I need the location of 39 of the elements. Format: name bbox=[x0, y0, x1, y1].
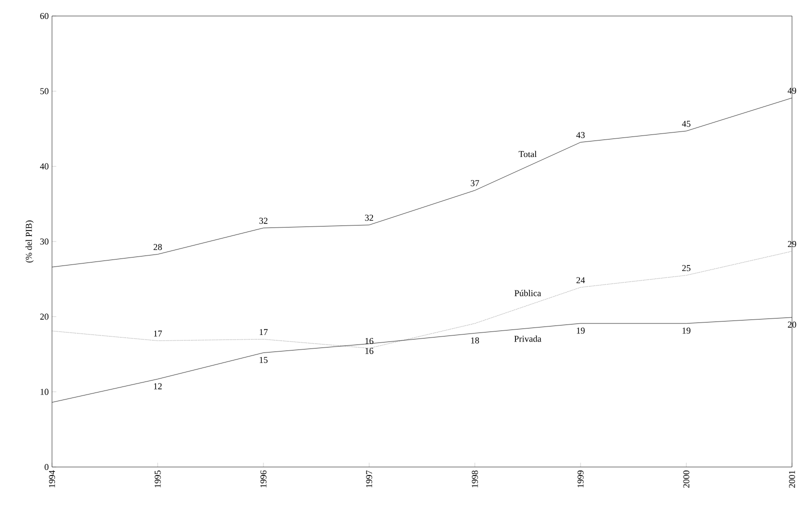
y-tick-label: 50 bbox=[40, 88, 48, 94]
data-label: 43 bbox=[576, 132, 585, 138]
data-label: 19 bbox=[682, 328, 690, 334]
y-tick-label: 60 bbox=[40, 12, 48, 20]
data-label: 15 bbox=[260, 356, 268, 363]
data-label: 45 bbox=[682, 120, 690, 127]
data-label: 12 bbox=[154, 383, 162, 390]
y-tick-label: 10 bbox=[40, 388, 48, 395]
x-tick-label: 1997 bbox=[366, 470, 372, 488]
y-tick-label: 0 bbox=[44, 464, 48, 470]
x-tick-label: 2000 bbox=[683, 470, 690, 488]
data-label: 32 bbox=[259, 218, 268, 224]
data-label: 28 bbox=[154, 244, 162, 250]
y-tick-label: 30 bbox=[40, 238, 48, 245]
data-label: 18 bbox=[471, 337, 479, 344]
data-label: 16 bbox=[365, 338, 374, 344]
x-tick-label: 1995 bbox=[154, 470, 161, 488]
x-tick-label: 1994 bbox=[48, 470, 56, 488]
x-tick-label: 2001 bbox=[788, 470, 796, 488]
y-axis-title: (% del PIB) bbox=[26, 220, 34, 263]
data-label: 24 bbox=[576, 277, 585, 284]
data-label: 17 bbox=[260, 329, 268, 336]
data-label: 20 bbox=[788, 322, 796, 328]
series-label: Pública bbox=[514, 290, 542, 296]
data-label: 37 bbox=[470, 180, 480, 186]
data-label: 49 bbox=[788, 88, 796, 94]
x-tick-label: 1999 bbox=[578, 470, 584, 488]
y-tick-label: 40 bbox=[40, 163, 48, 170]
data-label: 17 bbox=[154, 330, 162, 337]
data-label: 16 bbox=[365, 348, 374, 354]
x-tick-label: 1996 bbox=[260, 470, 266, 488]
data-label: 32 bbox=[365, 214, 374, 221]
y-tick-label: 20 bbox=[40, 314, 48, 320]
x-tick-label: 1998 bbox=[472, 470, 478, 488]
series-label: Total bbox=[518, 150, 537, 158]
data-label: 29 bbox=[788, 241, 796, 248]
data-label: 19 bbox=[576, 328, 585, 334]
data-label: 25 bbox=[682, 265, 690, 272]
series-label: Privada bbox=[514, 336, 542, 342]
